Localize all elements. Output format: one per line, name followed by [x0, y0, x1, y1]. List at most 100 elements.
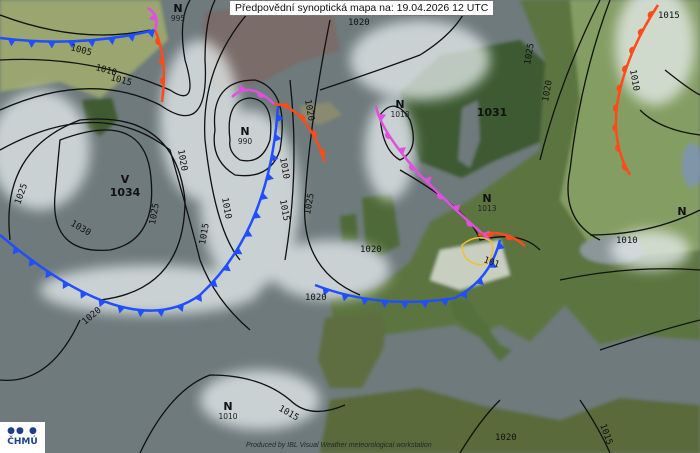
- isobar: [228, 97, 272, 162]
- cold-front-symbol: [253, 211, 262, 219]
- land-alps: [430, 240, 510, 290]
- cold-front-symbol: [176, 304, 185, 312]
- cold-front-symbol: [117, 305, 126, 314]
- land-newfoundland: [82, 98, 118, 136]
- cold-front-symbol: [274, 133, 282, 142]
- isobar-label: 1020: [360, 245, 382, 255]
- center-value: 995: [171, 14, 186, 23]
- cold-front-symbol: [488, 260, 497, 268]
- warm-front-symbol: [615, 143, 620, 152]
- isobar: [303, 19, 361, 296]
- isobar: [0, 0, 216, 117]
- isobar: [139, 374, 346, 453]
- cold-front-symbol: [209, 279, 218, 288]
- isobar: [53, 129, 153, 252]
- isobar-label: 1015: [277, 199, 291, 222]
- warm-front-symbol: [311, 130, 317, 139]
- isobar: [284, 79, 295, 261]
- warm-front-symbol: [612, 124, 617, 133]
- cold-front-symbol: [266, 173, 274, 181]
- isobar: [0, 0, 191, 97]
- isobar: [379, 105, 414, 161]
- cold-front-symbol: [380, 300, 389, 308]
- center-value: 1034: [110, 186, 141, 199]
- isobar: [589, 209, 700, 236]
- cold-front-symbol: [497, 242, 505, 250]
- cold-front-symbol: [12, 246, 21, 255]
- cold-front-symbol: [28, 258, 37, 267]
- isobar-label: 1020: [305, 293, 327, 303]
- cold-front-symbol: [244, 229, 253, 237]
- warm-front-symbol: [485, 233, 494, 238]
- cold-front-symbol: [400, 301, 409, 309]
- trough-outline: [461, 236, 494, 266]
- cold-front-symbol: [341, 293, 350, 302]
- front-symbols: [7, 11, 654, 318]
- isobar-label: 1025: [148, 202, 162, 225]
- warm-front-symbol: [621, 65, 628, 74]
- occluded-front-symbol: [409, 163, 416, 171]
- cold-front-symbol: [194, 293, 202, 302]
- occluded-front-symbol: [423, 176, 432, 185]
- isobar-label: 1010: [627, 69, 641, 92]
- cold-front-symbol: [222, 263, 231, 272]
- isobar-label: 1020: [302, 99, 316, 122]
- cold-front-symbol: [136, 309, 145, 318]
- occluded-front: [147, 6, 158, 31]
- sea-mediterranean: [380, 325, 700, 420]
- isobar: [399, 169, 541, 251]
- center-type: N: [240, 125, 249, 138]
- center-type: V: [121, 173, 130, 186]
- occluded-front-symbol: [452, 204, 461, 213]
- cold-front-symbol: [276, 113, 285, 122]
- cold-front-symbol: [98, 299, 106, 308]
- occluded-front-symbol: [148, 13, 157, 21]
- cold-front-symbol: [87, 39, 96, 48]
- cold-front: [0, 28, 156, 43]
- occluded-front-symbol: [378, 113, 387, 122]
- warm-front-symbol: [159, 76, 164, 85]
- isobar-label: 1025: [523, 42, 537, 65]
- credit-text: Produced by IBL Visual Weather meteorolo…: [246, 442, 432, 449]
- cold-front-symbol: [147, 30, 155, 38]
- isobar: [0, 121, 251, 331]
- center-value: 1010: [218, 412, 237, 421]
- occluded-front-symbol: [238, 84, 247, 93]
- chmu-logo[interactable]: ●● ● ČHMÚ: [0, 422, 45, 453]
- logo-text: ČHMÚ: [7, 437, 38, 447]
- cold-front-symbol: [127, 34, 136, 42]
- warm-front-symbol: [629, 46, 635, 55]
- isobar: [559, 268, 700, 281]
- land-africa: [320, 388, 700, 453]
- isobar-label: 1015: [658, 11, 680, 21]
- center-value: 990: [238, 137, 253, 146]
- cold-front-symbol: [440, 298, 449, 307]
- map-title: Předpovědní synoptická mapa na: 19.04.20…: [229, 0, 495, 16]
- isobar: [203, 0, 261, 261]
- cold-front-symbol: [107, 37, 116, 45]
- land-iberia: [318, 312, 388, 388]
- isobar: [579, 399, 611, 453]
- isobar-label: 1020: [541, 79, 555, 102]
- cold-front-symbol: [260, 192, 269, 201]
- logo-mark-icon: ●● ●: [7, 426, 38, 436]
- isobar-label: 1020: [348, 18, 370, 28]
- cold-front-symbol: [322, 287, 331, 296]
- isobar: [567, 0, 611, 241]
- warm-front-symbol: [281, 102, 290, 109]
- warm-front-symbol: [647, 11, 654, 19]
- occluded-front-symbol: [466, 220, 474, 227]
- pressure-center: N: [677, 205, 686, 218]
- cold-front-symbol: [460, 290, 468, 299]
- center-type: N: [395, 98, 404, 111]
- warm-front-symbol: [155, 37, 161, 46]
- cold-front-symbol: [80, 290, 88, 299]
- occluded-front: [231, 88, 275, 105]
- isobar-label: 1020: [495, 433, 517, 443]
- occluded-front-symbol: [397, 147, 406, 155]
- warm-front-symbol: [159, 56, 164, 65]
- warm-front-symbol: [298, 114, 306, 122]
- cold-front-symbol: [420, 301, 429, 309]
